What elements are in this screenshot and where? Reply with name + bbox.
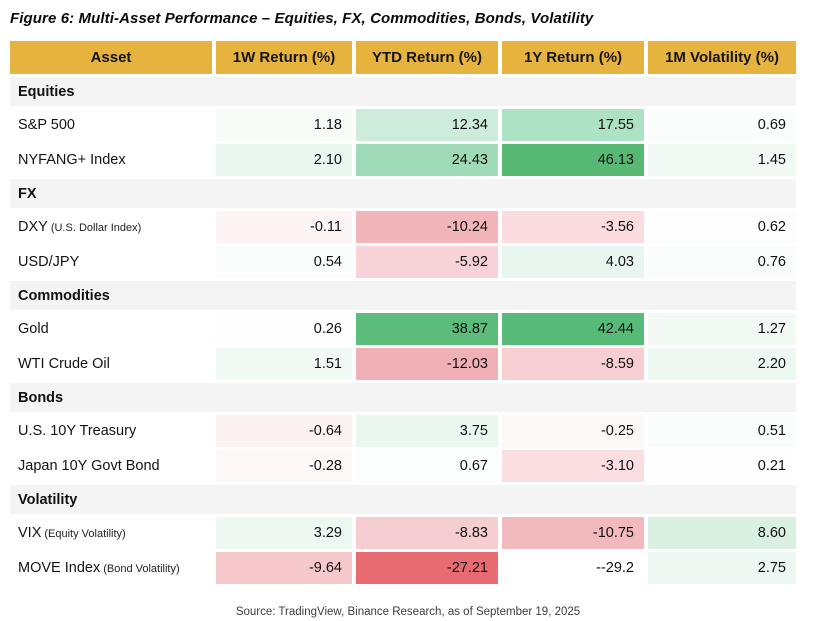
value-cell: 2.20 [648, 348, 796, 380]
asset-row-dxy: DXY (U.S. Dollar Index) -0.11 -10.24 -3.56 0.… [10, 211, 796, 243]
asset-name: USD/JPY [10, 246, 212, 278]
value-cell: -9.64 [216, 552, 352, 584]
value-cell: 0.51 [648, 415, 796, 447]
asset-name: DXY (U.S. Dollar Index) [10, 211, 212, 243]
value-cell: 0.69 [648, 109, 796, 141]
asset-row-gold: Gold 0.26 38.87 42.44 1.27 [10, 313, 796, 345]
asset-name: NYFANG+ Index [10, 144, 212, 176]
value-cell: -8.59 [502, 348, 644, 380]
asset-row-wti-crude-oil: WTI Crude Oil 1.51 -12.03 -8.59 2.20 [10, 348, 796, 380]
section-row-commodities: Commodities [10, 281, 796, 310]
asset-name: MOVE Index (Bond Volatility) [10, 552, 212, 584]
asset-name: U.S. 10Y Treasury [10, 415, 212, 447]
value-cell: 24.43 [356, 144, 498, 176]
asset-row-usd-jpy: USD/JPY 0.54 -5.92 4.03 0.76 [10, 246, 796, 278]
source-caption: Source: TradingView, Binance Research, a… [235, 606, 581, 618]
asset-name: Japan 10Y Govt Bond [10, 450, 212, 482]
figure-title: Figure 6: Multi-Asset Performance – Equi… [10, 10, 594, 27]
value-cell: 0.21 [648, 450, 796, 482]
asset-name: WTI Crude Oil [10, 348, 212, 380]
section-label: FX [10, 179, 796, 208]
value-cell: -8.83 [356, 517, 498, 549]
value-cell: 0.26 [216, 313, 352, 345]
value-cell: -3.10 [502, 450, 644, 482]
asset-note: (Bond Volatility) [103, 563, 180, 575]
value-cell: 0.76 [648, 246, 796, 278]
asset-row-u-s-10y-treasury: U.S. 10Y Treasury -0.64 3.75 -0.25 0.51 [10, 415, 796, 447]
value-cell: 8.60 [648, 517, 796, 549]
column-header-asset: Asset [10, 41, 212, 74]
asset-row-s-p-500: S&P 500 1.18 12.34 17.55 0.69 [10, 109, 796, 141]
value-cell: 0.54 [216, 246, 352, 278]
column-header-1y-return: 1Y Return (%) [502, 41, 644, 74]
section-row-fx: FX [10, 179, 796, 208]
asset-note: (U.S. Dollar Index) [50, 222, 142, 234]
section-row-equities: Equities [10, 77, 796, 106]
value-cell: 46.13 [502, 144, 644, 176]
value-cell: 2.10 [216, 144, 352, 176]
section-label: Commodities [10, 281, 796, 310]
column-header-ytd-return: YTD Return (%) [356, 41, 498, 74]
section-label: Volatility [10, 485, 796, 514]
value-cell: -3.56 [502, 211, 644, 243]
section-row-bonds: Bonds [10, 383, 796, 412]
asset-note: (Equity Volatility) [44, 528, 126, 540]
value-cell: 12.34 [356, 109, 498, 141]
value-cell: -5.92 [356, 246, 498, 278]
asset-row-vix: VIX (Equity Volatility) 3.29 -8.83 -10.75 8.6… [10, 517, 796, 549]
value-cell: 1.45 [648, 144, 796, 176]
section-row-volatility: Volatility [10, 485, 796, 514]
table-header-row: Asset 1W Return (%) YTD Return (%) 1Y Re… [10, 41, 796, 74]
value-cell: 4.03 [502, 246, 644, 278]
multi-asset-performance-table: Asset 1W Return (%) YTD Return (%) 1Y Re… [6, 38, 800, 587]
column-header-1w-return: 1W Return (%) [216, 41, 352, 74]
value-cell: -27.21 [356, 552, 498, 584]
value-cell: -0.28 [216, 450, 352, 482]
value-cell: 17.55 [502, 109, 644, 141]
section-label: Bonds [10, 383, 796, 412]
value-cell: 0.67 [356, 450, 498, 482]
value-cell: 38.87 [356, 313, 498, 345]
value-cell: -0.25 [502, 415, 644, 447]
value-cell: -12.03 [356, 348, 498, 380]
value-cell: -0.11 [216, 211, 352, 243]
section-label: Equities [10, 77, 796, 106]
value-cell: 1.18 [216, 109, 352, 141]
value-cell: 2.75 [648, 552, 796, 584]
value-cell: -10.75 [502, 517, 644, 549]
value-cell: -10.24 [356, 211, 498, 243]
asset-name: VIX (Equity Volatility) [10, 517, 212, 549]
value-cell: -0.64 [216, 415, 352, 447]
asset-row-move-index: MOVE Index (Bond Volatility) -9.64 -27.21 --… [10, 552, 796, 584]
asset-row-nyfang-index: NYFANG+ Index 2.10 24.43 46.13 1.45 [10, 144, 796, 176]
value-cell: 0.62 [648, 211, 796, 243]
asset-name: Gold [10, 313, 212, 345]
asset-row-japan-10y-govt-bond: Japan 10Y Govt Bond -0.28 0.67 -3.10 0.21 [10, 450, 796, 482]
value-cell: --29.2 [502, 552, 644, 584]
asset-name: S&P 500 [10, 109, 212, 141]
value-cell: 1.27 [648, 313, 796, 345]
value-cell: 1.51 [216, 348, 352, 380]
value-cell: 42.44 [502, 313, 644, 345]
value-cell: 3.29 [216, 517, 352, 549]
value-cell: 3.75 [356, 415, 498, 447]
table-body: Equities S&P 500 1.18 12.34 17.55 0.69 NYFANG+… [10, 77, 796, 584]
column-header-1m-volatility: 1M Volatility (%) [648, 41, 796, 74]
